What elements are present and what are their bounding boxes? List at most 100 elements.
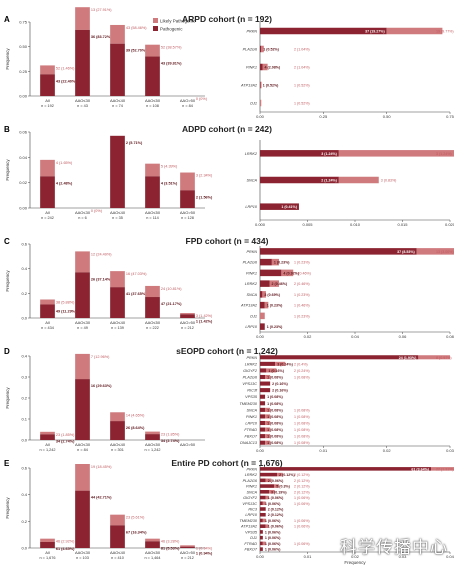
gene-bar-likely-pathogenic xyxy=(418,355,450,360)
x-tick-n: n = 242 xyxy=(41,216,54,220)
x-tick-label: AAO≤30 xyxy=(75,550,91,555)
gene-label: FBXO7 xyxy=(245,435,258,439)
gene-bar-likely-pathogenic xyxy=(265,478,272,483)
data-label-likely: 43 (58.46%) xyxy=(126,26,147,30)
gene-data-label-likely: 3 (0.83%) xyxy=(381,179,397,183)
data-label-pathogenic: 2 (1.56%) xyxy=(196,195,213,199)
gene-label: LRP10 xyxy=(245,325,257,329)
gene-label: GIGYF2 xyxy=(243,496,258,500)
gene-bar-pathogenic xyxy=(260,541,263,546)
data-label-likely: 3 (1.42%) xyxy=(196,314,213,318)
data-label-pathogenic: 44 (42.71%) xyxy=(91,496,112,500)
gene-label: PLA2G6 xyxy=(243,479,258,483)
gene-bar-pathogenic xyxy=(260,81,261,89)
bar-pathogenic xyxy=(145,297,160,318)
gene-label: PINK1 xyxy=(246,415,257,419)
gene-bar-pathogenic xyxy=(260,323,265,330)
gene-bar-likely-pathogenic xyxy=(265,440,271,445)
gene-data-label-pathogenic: 1 (0.08%) xyxy=(267,415,283,419)
gene-bar-pathogenic xyxy=(260,478,266,483)
bar-likely-pathogenic xyxy=(40,538,55,542)
panel-title: FPD cohort (n = 434) xyxy=(186,236,269,246)
bar-likely-pathogenic xyxy=(145,44,160,57)
gene-bar-likely-pathogenic xyxy=(271,258,279,266)
bar-likely-pathogenic xyxy=(110,271,125,288)
gene-bar-pathogenic xyxy=(260,407,266,412)
gene-data-label-likely: 1 (0.52%) xyxy=(294,102,310,106)
gene-data-label-pathogenic: 2 (0.16%) xyxy=(272,382,288,386)
bar-pathogenic xyxy=(75,29,90,96)
x-tick-label: AAO≤50 xyxy=(145,98,161,103)
panel-title: sEOPD cohort (n = 1,242) xyxy=(176,346,278,356)
gene-data-label-likely: 19 (9.77%) xyxy=(436,30,454,34)
gene-bar-pathogenic xyxy=(260,420,266,426)
gene-data-label-pathogenic: 1 (0.06%) xyxy=(265,542,281,546)
gene-data-label-likely: 1 (0.52%) xyxy=(294,84,310,88)
gene-data-label-pathogenic: 2 (0.12%) xyxy=(268,508,284,512)
gene-label: DJ1 xyxy=(250,314,257,318)
gene-x-tick-label: 0.005 xyxy=(302,222,313,227)
data-label-pathogenic: 39 (52.70%) xyxy=(126,49,147,53)
gene-data-label-pathogenic: 2 (0.12%) xyxy=(279,473,295,477)
data-label-likely: 0 (0%) xyxy=(91,209,103,213)
gene-x-tick-label: 0.25 xyxy=(319,114,328,119)
gene-bar-likely-pathogenic xyxy=(265,495,269,500)
watermark: 科学传播中心 xyxy=(340,538,448,558)
gene-data-label-likely: 1 (0.23%) xyxy=(294,261,310,265)
gene-data-label-pathogenic: 3 (0.19%) xyxy=(271,490,287,494)
y-tick-label: 0.2 xyxy=(21,519,27,524)
gene-data-label-pathogenic: 1 (0.08%) xyxy=(267,428,283,432)
x-tick-n: n = 192 xyxy=(41,104,54,108)
gene-data-label-likely: 2 (0.12%) xyxy=(294,485,310,489)
data-label-likely: 4 (1.65%) xyxy=(56,161,73,165)
gene-bar-pathogenic xyxy=(260,472,278,477)
gene-data-label-pathogenic: 1 (0.08%) xyxy=(267,402,283,406)
bar-pathogenic xyxy=(40,176,55,208)
data-label-likely: 23 (1.85%) xyxy=(161,433,180,437)
data-label-likely: 38 (5.88%) xyxy=(56,301,75,305)
gene-data-label-pathogenic: 2 (0.06%) xyxy=(268,479,284,483)
gene-data-label-likely: 1 (0.08%) xyxy=(294,415,310,419)
gene-data-label-pathogenic: 4 (2.08%) xyxy=(265,66,281,70)
panel-letter: C xyxy=(4,237,10,246)
gene-x-tick-label: 0.00 xyxy=(256,554,265,559)
gene-data-label-pathogenic: 1 (0.23%) xyxy=(267,304,283,308)
y-tick-label: 0.00 xyxy=(19,94,28,99)
bar-pathogenic xyxy=(110,287,125,318)
data-label-pathogenic: 43 (39.81%) xyxy=(161,62,182,66)
data-label-pathogenic: 43 (22.40%) xyxy=(56,79,77,83)
y-tick-label: 0.00 xyxy=(19,206,28,211)
gene-label: VPS35 xyxy=(245,395,258,399)
bar-pathogenic xyxy=(75,272,90,318)
panel-title: Entire PD cohort (n = 1,676) xyxy=(171,458,282,468)
gene-bar-pathogenic xyxy=(260,203,299,210)
data-label-likely: 46 (2.92%) xyxy=(56,540,75,544)
data-label-pathogenic: 81 (5.53%) xyxy=(161,546,180,550)
x-tick-label: AAO≤50 xyxy=(145,210,161,215)
data-label-pathogenic: 41 (37.65%) xyxy=(126,292,147,296)
gene-data-label-likely: 3 (1.24%) xyxy=(436,152,452,156)
gene-bar-likely-pathogenic xyxy=(262,541,266,546)
data-label-pathogenic: 49 (11.29%) xyxy=(56,309,77,313)
gene-bar-pathogenic xyxy=(260,150,339,157)
bar-pathogenic xyxy=(110,43,125,96)
x-tick-label: AAO≤40 xyxy=(110,210,126,215)
y-tick-label: 0.4 xyxy=(21,354,27,359)
gene-label: LRRK2 xyxy=(245,473,258,477)
x-tick-n: n = 212 xyxy=(181,556,194,560)
gene-bar-pathogenic xyxy=(260,269,282,277)
gene-bar-likely-pathogenic xyxy=(262,501,266,506)
gene-bar-pathogenic xyxy=(260,27,387,35)
bar-likely-pathogenic xyxy=(145,538,160,542)
bar-likely-pathogenic xyxy=(180,313,195,315)
bar-likely-pathogenic xyxy=(40,299,55,305)
gene-data-label-pathogenic: 37 (8.53%) xyxy=(397,250,415,254)
data-label-pathogenic: 36 (83.72%) xyxy=(91,35,112,39)
gene-data-label-likely: 1 (0.08%) xyxy=(294,376,310,380)
gene-data-label-pathogenic: 1 (0.52%) xyxy=(263,48,279,52)
x-tick-n: n = 35 xyxy=(112,216,123,220)
bar-pathogenic xyxy=(145,56,160,96)
y-tick-label: 0.6 xyxy=(21,466,27,471)
x-tick-n: n = 222 xyxy=(146,326,159,330)
y-tick-label: 0.4 xyxy=(21,492,27,497)
